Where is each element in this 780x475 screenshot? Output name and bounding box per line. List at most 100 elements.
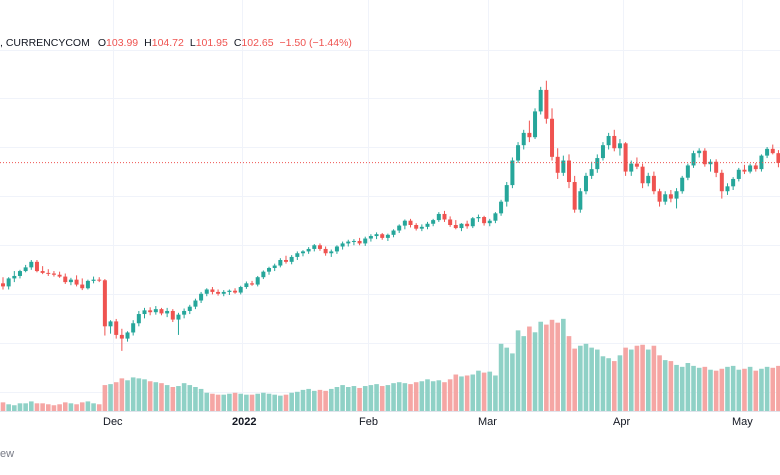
candle-body xyxy=(334,246,339,252)
candle-body xyxy=(504,185,509,202)
candle-body xyxy=(634,163,639,167)
candle-body xyxy=(431,220,436,224)
candle-body xyxy=(482,217,487,224)
candle-body xyxy=(380,234,385,238)
volume-bar xyxy=(193,387,198,411)
candle-body xyxy=(238,287,243,293)
candle-body xyxy=(346,241,351,244)
volume-bar xyxy=(402,383,408,411)
candle-body xyxy=(538,89,543,112)
volume-bar xyxy=(125,380,130,411)
volume-bar xyxy=(442,382,447,411)
candle-body xyxy=(131,323,136,333)
volume-bar xyxy=(606,358,611,411)
volume-bar xyxy=(176,386,181,411)
candle-body xyxy=(714,161,719,173)
volume-bar xyxy=(481,372,487,411)
view-link-fragment[interactable]: ew xyxy=(0,448,15,460)
volume-bar xyxy=(504,347,510,411)
volume-bar xyxy=(181,383,187,411)
candle-body xyxy=(153,309,158,313)
candle-body xyxy=(606,135,611,146)
volume-bars xyxy=(0,318,780,411)
candle-body xyxy=(748,165,753,172)
candle-body xyxy=(702,150,707,165)
candle-body xyxy=(57,274,62,277)
candle-body xyxy=(340,243,345,247)
candle-body xyxy=(306,248,311,252)
low-label: L xyxy=(189,37,196,49)
volume-bar xyxy=(385,385,391,411)
volume-bar xyxy=(515,330,521,411)
volume-bar xyxy=(379,386,385,411)
candle-body xyxy=(165,310,170,314)
volume-bar xyxy=(57,404,62,411)
candle-body xyxy=(646,175,651,184)
volume-bar xyxy=(266,393,272,411)
volume-bar xyxy=(261,392,266,411)
candle-body xyxy=(663,194,668,202)
candle-body xyxy=(272,265,277,268)
x-tick-label: Feb xyxy=(359,416,378,428)
volume-bar xyxy=(45,404,51,411)
volume-bar xyxy=(187,385,193,411)
candle-body xyxy=(119,334,124,339)
low-value: 101.95 xyxy=(195,37,228,49)
volume-bar xyxy=(108,384,113,411)
candle-body xyxy=(516,145,521,161)
candle-body xyxy=(674,191,679,199)
volume-bar xyxy=(776,365,780,411)
candle-body xyxy=(221,291,226,294)
volume-bar xyxy=(645,349,651,411)
volume-bar xyxy=(600,356,606,411)
volume-bar xyxy=(130,377,136,411)
volume-bar xyxy=(74,404,79,411)
candle-body xyxy=(125,332,130,339)
candle-body xyxy=(487,220,492,224)
x-tick-label: Mar xyxy=(478,416,497,428)
ohlc-legend: , CURRENCYCOM O 103.99 H 104.72 L 101.95… xyxy=(0,35,358,51)
volume-bar xyxy=(679,366,685,411)
volume-bar xyxy=(374,384,379,411)
volume-bar xyxy=(493,375,498,411)
candle-body xyxy=(657,191,662,202)
volume-bar xyxy=(312,390,317,411)
volume-bar xyxy=(436,380,442,411)
volume-bar xyxy=(23,403,28,411)
candle-body xyxy=(561,160,566,173)
candle-body xyxy=(600,145,605,159)
volume-bar xyxy=(51,405,57,411)
candle-body xyxy=(397,225,402,231)
candle-body xyxy=(736,169,741,179)
volume-bar xyxy=(561,318,566,411)
candle-body xyxy=(261,271,266,278)
volume-bar xyxy=(170,387,176,411)
candle-body xyxy=(91,279,96,281)
candle-body xyxy=(708,161,713,165)
volume-bar xyxy=(164,385,170,411)
candle-body xyxy=(193,300,198,307)
candle-body xyxy=(459,223,464,229)
symbol-label[interactable]: , CURRENCYCOM xyxy=(0,37,90,49)
candle-body xyxy=(284,260,288,262)
candle-body xyxy=(572,182,577,210)
volume-bar xyxy=(408,384,413,411)
volume-bar xyxy=(357,387,362,411)
candle-body xyxy=(80,284,85,289)
volume-bar xyxy=(623,347,628,411)
candle-body xyxy=(651,175,656,192)
volume-bar xyxy=(555,322,560,411)
candle-body xyxy=(691,153,696,166)
candle-body xyxy=(329,251,334,254)
candle-body xyxy=(731,178,736,187)
volume-bar xyxy=(527,326,532,411)
volume-bar xyxy=(34,403,40,411)
volume-bar xyxy=(17,403,23,411)
volume-bar xyxy=(413,382,419,411)
candle-body xyxy=(63,276,68,283)
candle-body xyxy=(521,132,526,146)
candle-body xyxy=(442,213,447,220)
volume-bar xyxy=(227,393,232,411)
